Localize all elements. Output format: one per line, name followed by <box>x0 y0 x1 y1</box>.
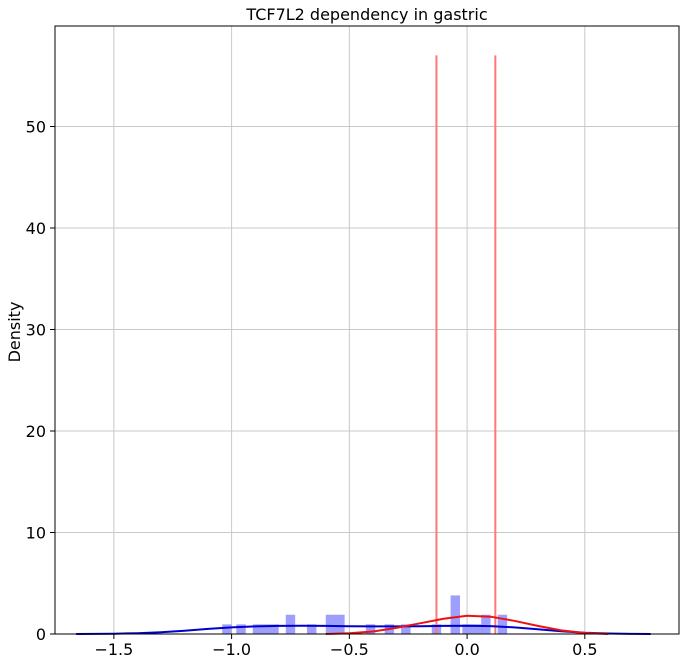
y-tick-label: 10 <box>26 523 46 542</box>
y-tick-label: 50 <box>26 117 46 136</box>
y-axis-label: Density <box>5 302 24 363</box>
histogram-bar <box>450 595 461 634</box>
histogram-bar <box>325 614 345 634</box>
y-axis-ticks: 0 10 20 30 40 50 <box>26 117 55 644</box>
x-tick-label: −1.5 <box>94 640 133 659</box>
histogram-bar <box>481 614 491 634</box>
x-tick-label: −0.5 <box>330 640 369 659</box>
plot-frame <box>54 25 680 635</box>
chart-title: TCF7L2 dependency in gastric <box>245 5 487 24</box>
x-axis-ticks: −1.5 −1.0 −0.5 0.0 0.5 <box>94 634 598 659</box>
y-tick-label: 40 <box>26 219 46 238</box>
x-tick-label: −1.0 <box>212 640 251 659</box>
histogram-bar <box>462 624 484 634</box>
vertical-lines <box>435 55 497 634</box>
histogram-bar <box>365 624 376 634</box>
kde-curves <box>76 614 651 635</box>
y-tick-label: 30 <box>26 320 46 339</box>
x-tick-label: 0.0 <box>454 640 479 659</box>
histogram-bar <box>306 624 317 634</box>
histogram-bar <box>285 614 296 634</box>
histogram-bar <box>236 624 246 634</box>
y-tick-label: 0 <box>36 625 46 644</box>
x-tick-label: 0.5 <box>572 640 597 659</box>
kde-curve-gastric <box>325 614 609 635</box>
y-tick-label: 20 <box>26 422 46 441</box>
histogram-bar <box>222 624 232 634</box>
histogram-bar <box>401 624 411 634</box>
histogram-bar <box>497 614 508 634</box>
histogram-bar <box>252 624 279 634</box>
